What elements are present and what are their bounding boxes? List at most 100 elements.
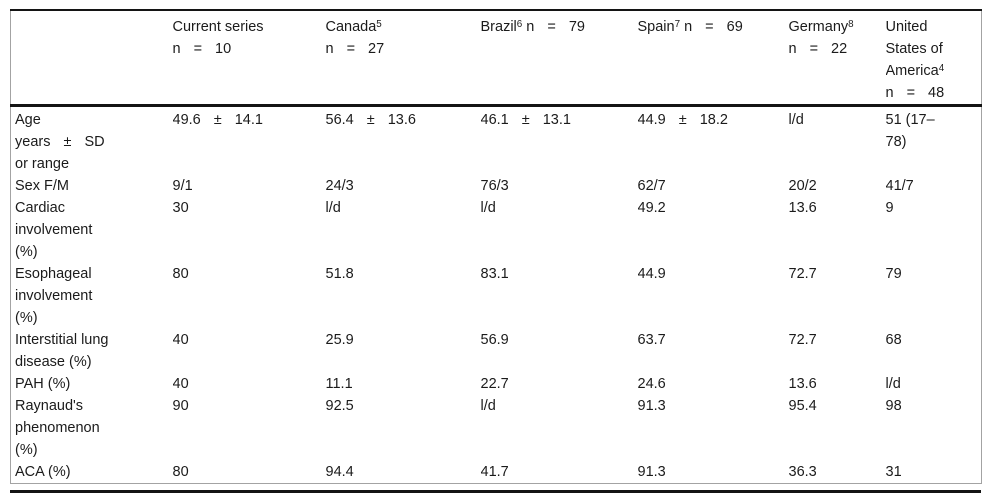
column-header-2: Canada5 n = 27 — [325, 10, 481, 107]
data-cell: 11.1 — [326, 373, 481, 395]
text-line: l/d — [480, 200, 496, 216]
text-line: Canada5 — [325, 18, 382, 35]
text-line: 13.6 — [788, 200, 817, 216]
text-line: Sex F/M — [15, 178, 69, 194]
text-line: 9/1 — [172, 178, 193, 194]
row-label: Cardiac involvement (%) — [11, 197, 173, 263]
text-line: 91.3 — [637, 464, 666, 480]
text-line: 51.8 — [325, 266, 354, 282]
table-row-7: Raynaud's phenomenon (%) 90 92.5 l/d 91.3 95.4 9… — [11, 395, 982, 461]
data-cell: 49.2 — [638, 197, 789, 263]
data-cell: l/d — [326, 197, 481, 263]
text-line: 76/3 — [480, 178, 509, 194]
aligned-operator: = — [705, 19, 714, 35]
data-cell: l/d — [481, 197, 638, 263]
text-line: phenomenon — [15, 420, 100, 436]
text-line: l/d — [480, 398, 496, 414]
text-line: 92.5 — [325, 398, 354, 414]
data-cell: 44.9 ±18.2 — [638, 106, 789, 176]
column-header-6: United States of America4 n = 48 — [885, 10, 982, 107]
table-row-4: Esophageal involvement (%) 80 51.8 83.1 44.9 72… — [11, 263, 982, 329]
text-line: 24.6 — [637, 376, 666, 392]
text-line: 44.9 ±18.2 — [638, 109, 789, 131]
aligned-operator: ± — [521, 112, 530, 128]
table-row-3: Cardiac involvement (%) 30 l/d l/d 49.2 13.6 9 — [11, 197, 982, 263]
data-cell: 80 — [172, 461, 326, 484]
text-line: 41.7 — [480, 464, 509, 480]
text-line: 30 — [172, 200, 189, 216]
data-cell: 79 — [886, 263, 982, 329]
text-line: involvement — [15, 288, 93, 304]
text-line: l/d — [885, 376, 901, 392]
aligned-operator: = — [809, 41, 819, 57]
reference-superscript: 5 — [376, 18, 382, 30]
text-line: 56.9 — [480, 332, 509, 348]
data-cell: 25.9 — [326, 329, 481, 373]
data-cell: 63.7 — [638, 329, 789, 373]
text-line: Current series — [172, 19, 264, 35]
aligned-operator: = — [346, 41, 356, 57]
data-cell: 80 — [173, 263, 326, 329]
text-line: 36.3 — [788, 464, 817, 480]
text-line: disease (%) — [15, 354, 92, 370]
text-line: Raynaud's — [15, 398, 84, 414]
text-line: 40 — [172, 332, 189, 348]
data-cell: l/d — [789, 106, 886, 176]
text-line: (%) — [15, 310, 38, 326]
text-line: Age — [15, 112, 41, 128]
data-cell: 51.8 — [326, 263, 481, 329]
text-line: (%) — [15, 244, 38, 260]
row-label: Interstitial lung disease (%) — [11, 329, 173, 373]
text-line: States of — [885, 41, 943, 57]
text-line: (%) — [15, 442, 38, 458]
text-line: n = 22 — [789, 38, 886, 60]
data-cell: 72.7 — [789, 263, 886, 329]
reference-superscript: 4 — [938, 62, 945, 74]
text-line: n = 10 — [173, 38, 326, 60]
data-cell: 31 — [885, 461, 982, 484]
data-cell: 46.1 ±13.1 — [481, 106, 638, 176]
text-line: involvement — [15, 222, 93, 238]
cohort-comparison-table: Current series n = 10 Canada5 n = 27 Brazil6 n = 7… — [10, 9, 982, 484]
text-line: PAH (%) — [15, 376, 71, 392]
corner-cell — [10, 10, 173, 107]
text-line: Cardiac — [15, 200, 65, 216]
row-label: ACA (%) — [10, 461, 173, 484]
data-cell: 36.3 — [788, 461, 886, 484]
text-line: 22.7 — [480, 376, 509, 392]
data-cell: 41.7 — [480, 461, 638, 484]
text-line: 49.6 ±14.1 — [173, 109, 326, 131]
column-header-3: Brazil6 n = 79 — [480, 10, 638, 107]
table-header: Current series n = 10 Canada5 n = 27 Brazil6 n = 7… — [10, 10, 982, 107]
text-line: United — [885, 19, 928, 35]
text-line: 46.1 ±13.1 — [481, 109, 638, 131]
text-line: Spain7 n = 69 — [638, 16, 789, 38]
data-cell: 40 — [173, 373, 326, 395]
data-cell: 98 — [886, 395, 982, 461]
column-header-4: Spain7 n = 69 — [637, 10, 789, 107]
text-line: Germany8 — [788, 18, 854, 35]
table-bottom-rule — [10, 490, 981, 493]
text-line: 72.7 — [788, 332, 817, 348]
data-cell: 92.5 — [326, 395, 481, 461]
aligned-operator: ± — [213, 112, 222, 128]
text-line: 9 — [885, 200, 894, 216]
text-line: 20/2 — [788, 178, 817, 194]
data-cell: 62/7 — [638, 175, 789, 197]
text-line: years ± SD — [15, 131, 173, 153]
data-cell: 91.3 — [638, 395, 789, 461]
data-cell: 30 — [173, 197, 326, 263]
text-line: 40 — [172, 376, 189, 392]
data-cell: 76/3 — [481, 175, 638, 197]
data-cell: l/d — [886, 373, 982, 395]
text-line: n = 27 — [326, 38, 481, 60]
text-line: 78) — [885, 134, 907, 150]
text-line: Brazil6 n = 79 — [481, 16, 638, 38]
text-line: 98 — [885, 398, 902, 414]
text-line: 24/3 — [325, 178, 354, 194]
aligned-operator: = — [547, 19, 556, 35]
text-line: 80 — [172, 266, 189, 282]
text-line: Esophageal — [15, 266, 92, 282]
aligned-operator: ± — [366, 112, 375, 128]
text-line: Interstitial lung — [15, 332, 109, 348]
